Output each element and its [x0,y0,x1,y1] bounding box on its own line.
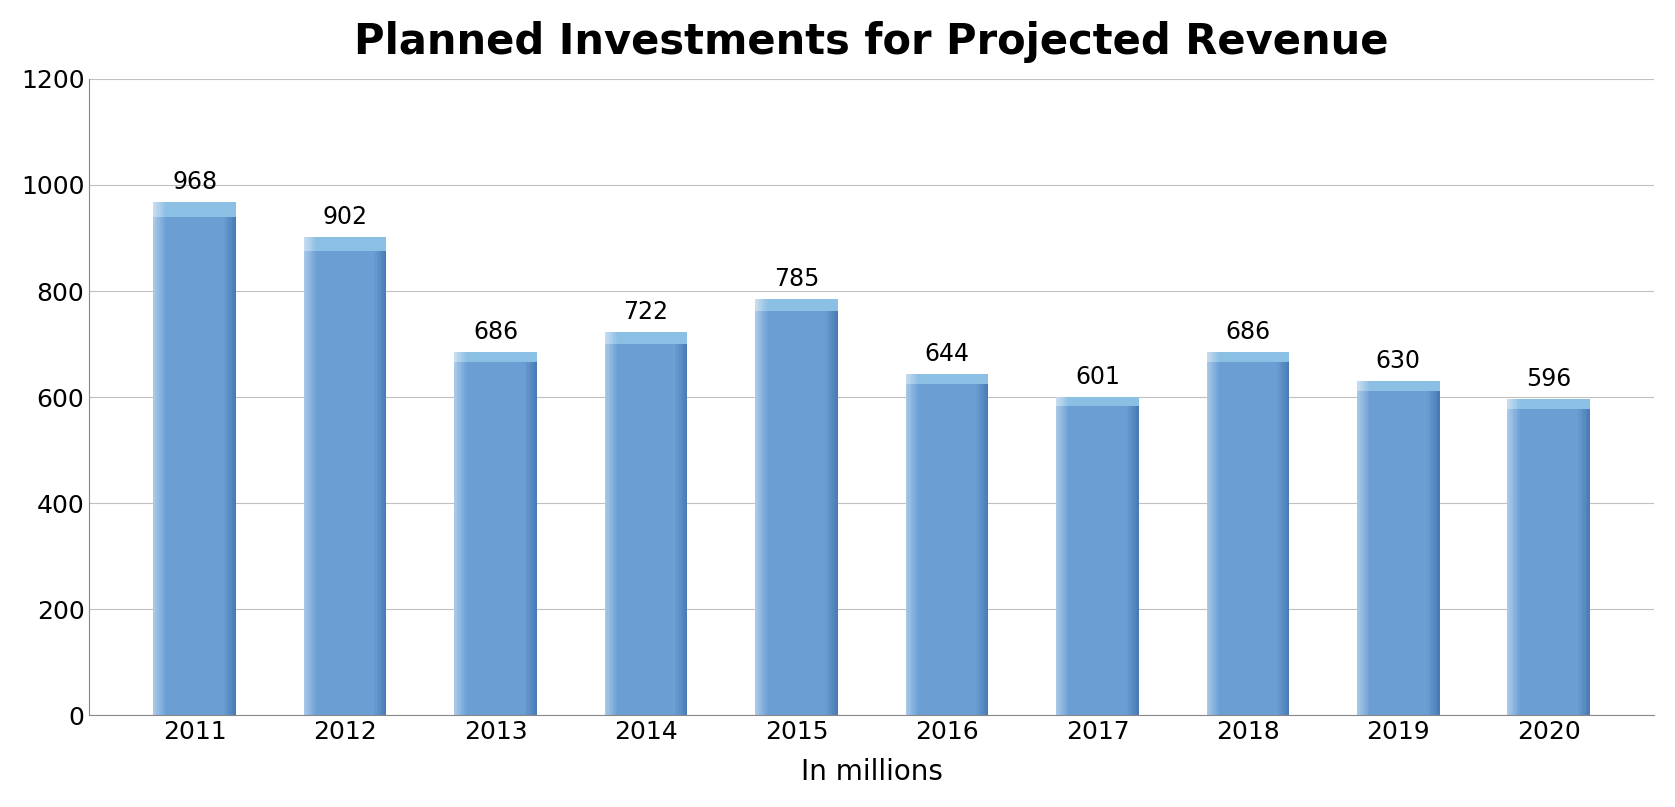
Text: 722: 722 [623,300,668,324]
Text: 644: 644 [925,342,970,366]
Text: 601: 601 [1075,365,1121,389]
Text: 686: 686 [472,320,518,344]
Text: 686: 686 [1226,320,1270,344]
Text: 785: 785 [774,267,819,291]
Text: 968: 968 [173,170,218,194]
Text: 630: 630 [1375,349,1420,374]
X-axis label: In millions: In millions [801,758,943,786]
Title: Planned Investments for Projected Revenue: Planned Investments for Projected Revenu… [355,21,1389,63]
Text: 902: 902 [323,205,367,229]
Text: 596: 596 [1526,367,1571,391]
